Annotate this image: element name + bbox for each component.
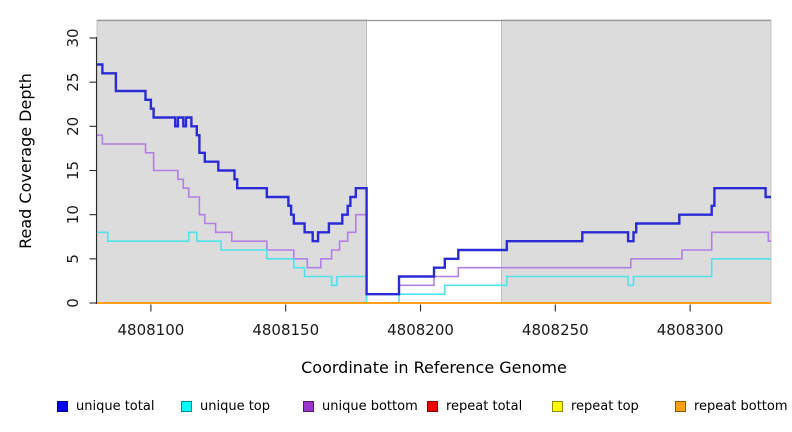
shaded-regions bbox=[96, 19, 772, 304]
x-axis-title: Coordinate in Reference Genome bbox=[301, 358, 567, 377]
legend-item-repeat-bottom: repeat bottom bbox=[675, 399, 788, 414]
y-tick-label: 15 bbox=[64, 161, 82, 180]
shaded-region bbox=[500, 19, 772, 304]
x-tick-label: 4808250 bbox=[522, 321, 589, 339]
legend-label: unique bottom bbox=[322, 399, 418, 414]
series-lines bbox=[97, 63, 771, 304]
series-unique-bottom-line bbox=[97, 134, 771, 295]
shaded-region bbox=[96, 19, 368, 304]
legend-swatch bbox=[427, 401, 438, 412]
y-tick-label: 10 bbox=[64, 205, 82, 224]
legend: unique total unique top unique bottom repea… bbox=[0, 399, 792, 419]
legend-label: repeat total bbox=[446, 399, 523, 414]
legend-item-unique-total: unique total bbox=[57, 399, 154, 414]
y-tick-label: 30 bbox=[64, 28, 82, 47]
x-tick-label: 4808150 bbox=[252, 321, 319, 339]
legend-label: repeat top bbox=[571, 399, 639, 414]
legend-swatch bbox=[57, 401, 68, 412]
legend-label: unique top bbox=[200, 399, 271, 414]
y-axis-title: Read Coverage Depth bbox=[16, 73, 35, 249]
y-tick-label: 5 bbox=[64, 254, 82, 264]
y-tick-label: 0 bbox=[64, 298, 82, 308]
series-unique-top-line bbox=[97, 231, 771, 304]
x-tick-label: 4808100 bbox=[118, 321, 185, 339]
series-unique-total-line bbox=[97, 63, 771, 296]
axes: 0 5 10 15 20 25 30 4808100 4808150 4808200 4808250… bbox=[64, 28, 724, 339]
x-tick-label: 4808300 bbox=[657, 321, 724, 339]
legend-item-unique-top: unique top bbox=[181, 399, 270, 414]
legend-label: unique total bbox=[76, 399, 155, 414]
legend-label: repeat bottom bbox=[694, 399, 788, 414]
legend-item-repeat-total: repeat total bbox=[427, 399, 522, 414]
plot-area: 0 5 10 15 20 25 30 4808100 4808150 4808200 4808250… bbox=[16, 19, 772, 377]
legend-swatch bbox=[303, 401, 314, 412]
legend-item-unique-bottom: unique bottom bbox=[303, 399, 418, 414]
legend-swatch bbox=[552, 401, 563, 412]
x-tick-label: 4808200 bbox=[387, 321, 454, 339]
y-tick-label: 25 bbox=[64, 73, 82, 92]
legend-item-repeat-top: repeat top bbox=[552, 399, 639, 414]
legend-swatch bbox=[675, 401, 686, 412]
y-tick-label: 20 bbox=[64, 117, 82, 136]
legend-swatch bbox=[181, 401, 192, 412]
